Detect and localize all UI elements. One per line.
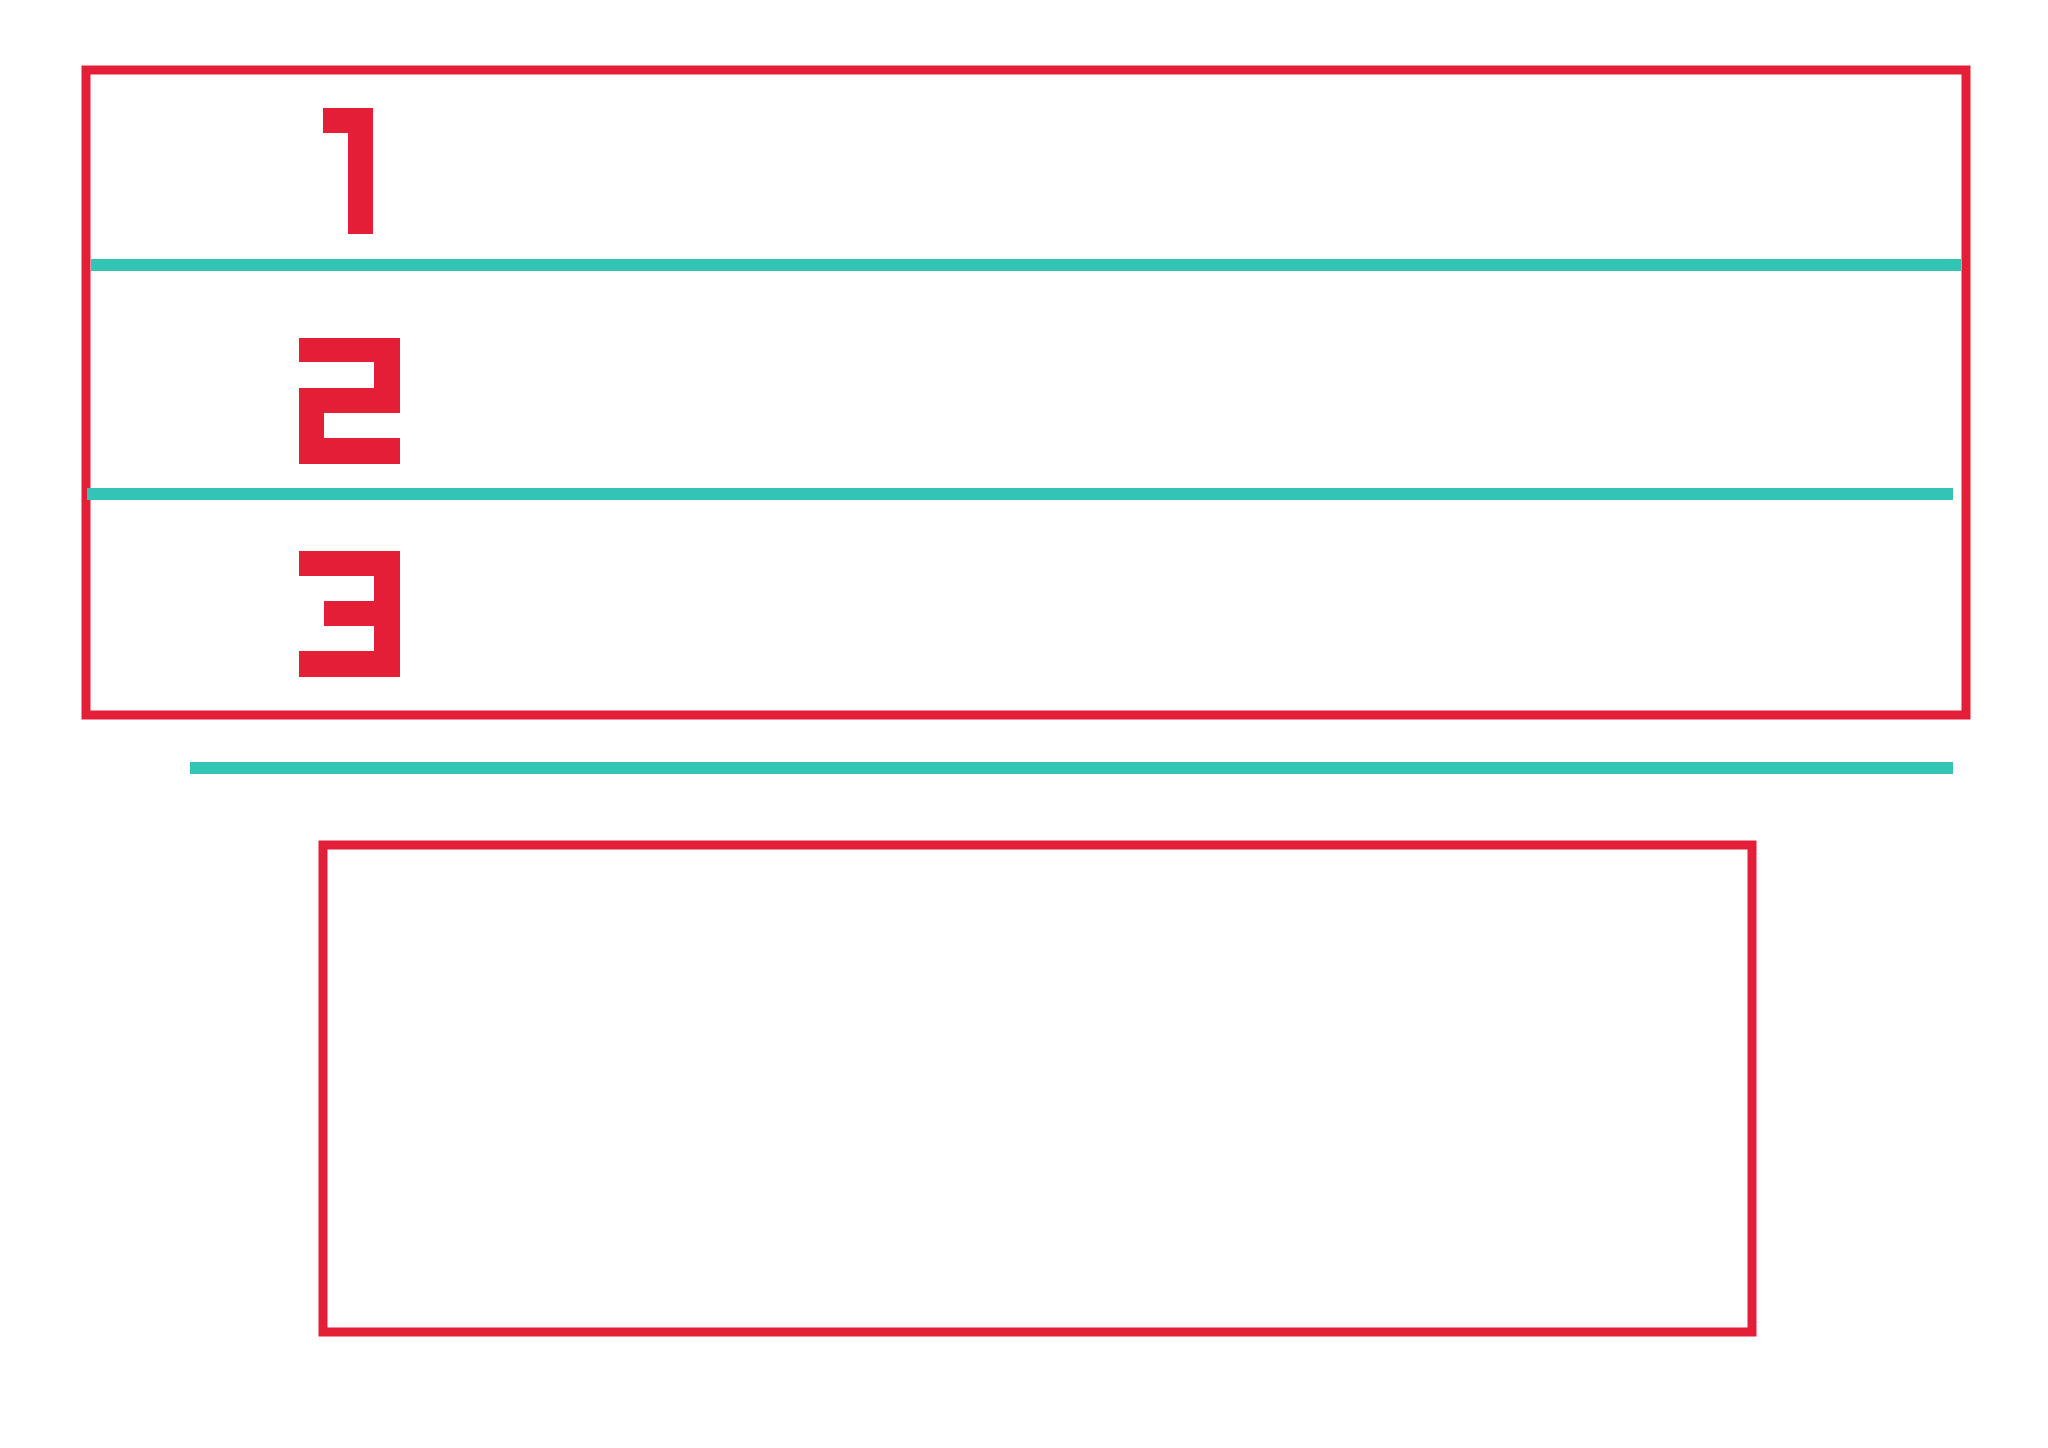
row-divider-2 [87, 488, 1953, 500]
row-3-number [299, 551, 400, 677]
row-divider-1 [91, 259, 1961, 271]
numbered-rows-box-border [81, 65, 1971, 720]
row-2-number [299, 338, 400, 464]
standalone-divider [190, 762, 1953, 774]
row-1-number [323, 108, 373, 234]
numbered-rows-box [81, 65, 1971, 720]
empty-box [318, 840, 1757, 1337]
